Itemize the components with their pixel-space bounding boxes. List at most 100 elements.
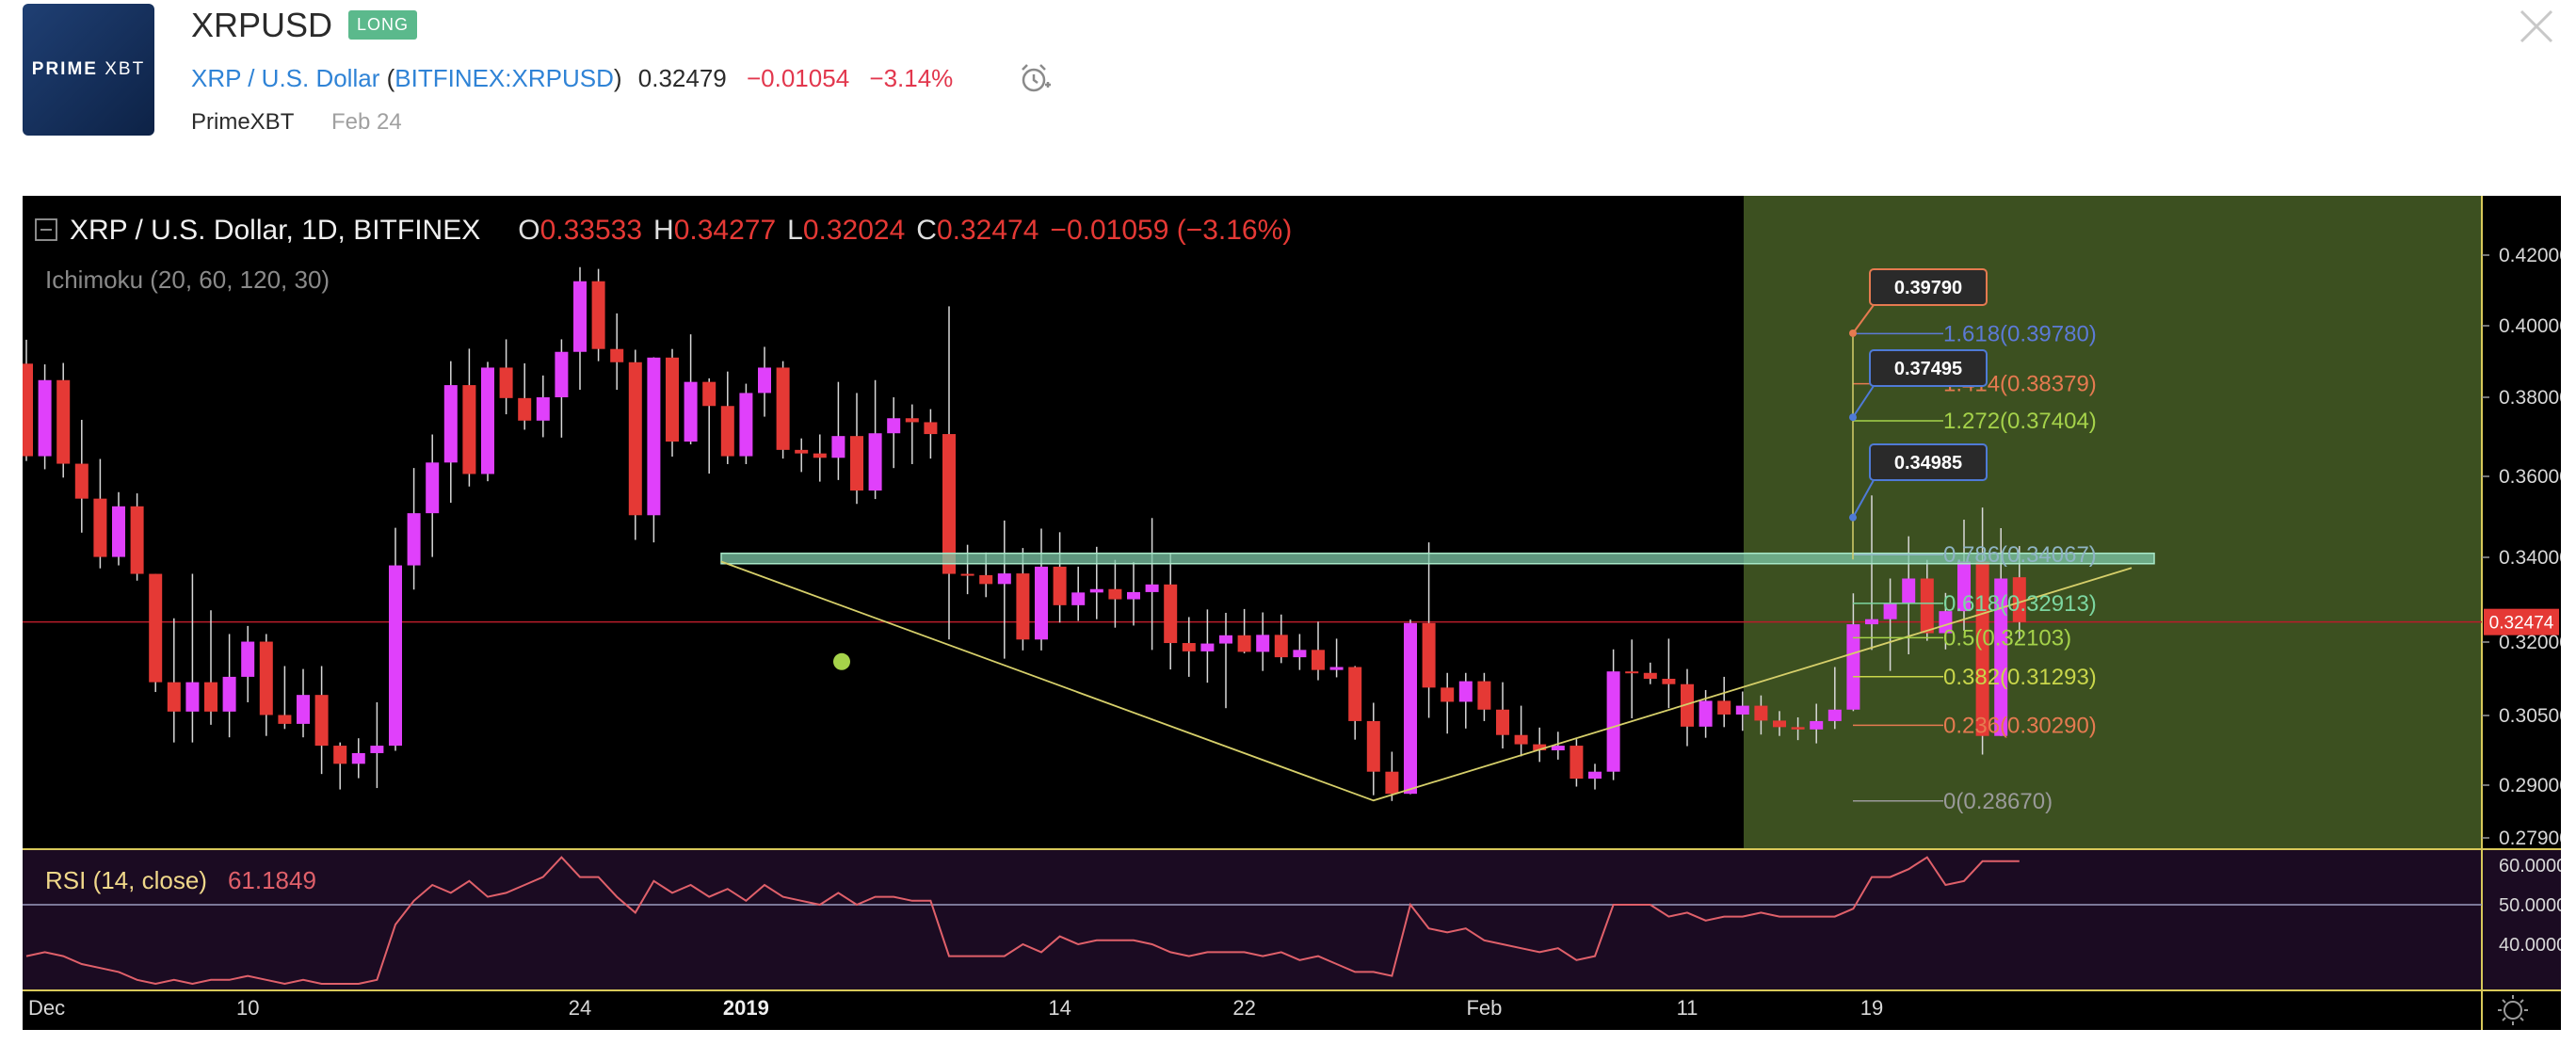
candle-body xyxy=(813,453,827,458)
candle-body xyxy=(241,641,255,677)
candle-body xyxy=(1329,667,1344,670)
candle-body xyxy=(1237,635,1251,652)
candle-body xyxy=(1256,635,1270,652)
fib-level-label: 0(0.28670) xyxy=(1943,789,2053,814)
target-callouts[interactable]: 0.39790 0.37495 0.34985 xyxy=(1849,268,1988,522)
long-badge: LONG xyxy=(348,10,418,40)
legend-close: 0.32474 xyxy=(937,215,1038,246)
last-price-axis-label: 0.32474 xyxy=(2484,608,2559,635)
rsi-axis: 60.0000 50.0000 40.0000 xyxy=(2499,856,2561,956)
legend-o-label: O xyxy=(518,215,539,246)
candle-body xyxy=(924,422,938,435)
candle-body xyxy=(149,573,163,683)
signal-dot xyxy=(833,652,850,670)
candle-body xyxy=(1551,746,1565,750)
candle-body xyxy=(297,695,310,724)
candle-body xyxy=(38,379,52,457)
legend-l-label: L xyxy=(787,215,803,246)
resistance-band[interactable] xyxy=(720,552,2155,565)
candle-body xyxy=(1016,573,1030,640)
pair-name-link[interactable]: XRP / U.S. Dollar xyxy=(191,64,380,92)
candle-body xyxy=(1145,584,1159,592)
settings-icon[interactable] xyxy=(2498,995,2528,1025)
candle-body xyxy=(74,463,89,499)
time-tick-label: 14 xyxy=(1048,996,1071,1020)
last-price-tag xyxy=(2484,608,2559,635)
target-pointer xyxy=(1852,385,1875,418)
rsi-legend: RSI (14, close) 61.1849 xyxy=(45,866,316,894)
candle-body xyxy=(1846,624,1860,710)
fib-level-label: 1.272(0.37404) xyxy=(1943,409,2097,434)
projection-zone xyxy=(1744,196,2482,848)
candle-body xyxy=(684,381,698,442)
candle-body xyxy=(1035,566,1048,640)
candle-body xyxy=(1312,650,1325,670)
rsi-pane-background xyxy=(23,849,2561,990)
alarm-clock-icon[interactable] xyxy=(1017,60,1053,96)
candle-body xyxy=(1902,578,1916,603)
price-tick-label: 0.27900 xyxy=(2499,828,2561,849)
time-tick-label: Dec xyxy=(28,996,65,1020)
candle-body xyxy=(1957,561,1971,612)
fib-level-label: 0.382(0.31293) xyxy=(1943,665,2097,690)
candle-body xyxy=(222,676,236,712)
candle-body xyxy=(1127,591,1140,600)
candle-body xyxy=(130,506,144,574)
time-axis[interactable]: Dec 10 24 2019 14 22 Feb 11 19 xyxy=(28,996,1883,1020)
candle-body xyxy=(1293,650,1307,658)
ichimoku-indicator-label[interactable]: Ichimoku (20, 60, 120, 30) xyxy=(45,265,330,294)
collapse-legend-icon[interactable] xyxy=(35,218,57,241)
candle-body xyxy=(850,436,863,491)
candle-body xyxy=(1735,705,1749,715)
candle-body xyxy=(1662,679,1676,684)
candle-body xyxy=(1699,700,1713,727)
idea-header: PRIME XBT XRPUSD LONG XRP / U.S. Dollar … xyxy=(0,0,2576,193)
legend-low: 0.32024 xyxy=(803,215,905,246)
candle-body xyxy=(1827,709,1842,721)
candle-body xyxy=(1791,727,1805,730)
candle-body xyxy=(997,573,1011,585)
rsi-tick-label: 40.0000 xyxy=(2499,935,2561,956)
rsi-indicator: RSI (14, close) 61.1849 60.0000 50.0000 40.… xyxy=(23,856,2561,986)
candle-body xyxy=(112,506,125,557)
candle-body xyxy=(979,574,993,585)
target-box xyxy=(1869,268,1988,306)
price-change: −0.01054 xyxy=(746,64,850,92)
legend-line: XRP / U.S. Dollar, 1D, BITFINEX O0.33533 H… xyxy=(70,215,1292,246)
time-tick-label: 10 xyxy=(236,996,259,1020)
author-name[interactable]: PrimeXBT xyxy=(191,109,295,135)
candle-body xyxy=(887,418,901,434)
candle-body xyxy=(185,682,200,712)
candle-body xyxy=(389,565,402,747)
candle-body xyxy=(1810,720,1824,730)
candle-body xyxy=(167,682,181,712)
time-tick-label: 22 xyxy=(1232,996,1255,1020)
candle-body xyxy=(1089,588,1103,593)
candle-body xyxy=(1625,671,1639,674)
candle-body xyxy=(204,682,217,712)
fibonacci-extension[interactable]: 1.618(0.39780)1.414(0.38379)1.272(0.3740… xyxy=(1852,321,2097,814)
candle-body xyxy=(1717,700,1731,715)
candle-body xyxy=(1441,687,1455,702)
chart-legend: XRP / U.S. Dollar, 1D, BITFINEX O0.33533 H… xyxy=(35,215,1292,294)
target-value: 0.37495 xyxy=(1894,359,1962,379)
candle-body xyxy=(702,381,716,407)
candle-body xyxy=(2012,577,2026,622)
close-icon[interactable] xyxy=(2516,6,2557,47)
rsi-line xyxy=(25,856,2020,986)
settings-icon-spokes xyxy=(2498,995,2528,1025)
candle-body xyxy=(23,363,33,457)
inverse-head-shoulders-lines[interactable] xyxy=(720,560,2133,802)
exchange-link[interactable]: BITFINEX:XRPUSD xyxy=(394,64,614,92)
exchange-open-paren: ( xyxy=(386,64,395,92)
candle-body xyxy=(1939,611,1953,634)
rsi-value: 61.1849 xyxy=(228,866,316,894)
candle-body xyxy=(518,397,532,421)
rsi-label: RSI (14, close) xyxy=(45,866,207,894)
